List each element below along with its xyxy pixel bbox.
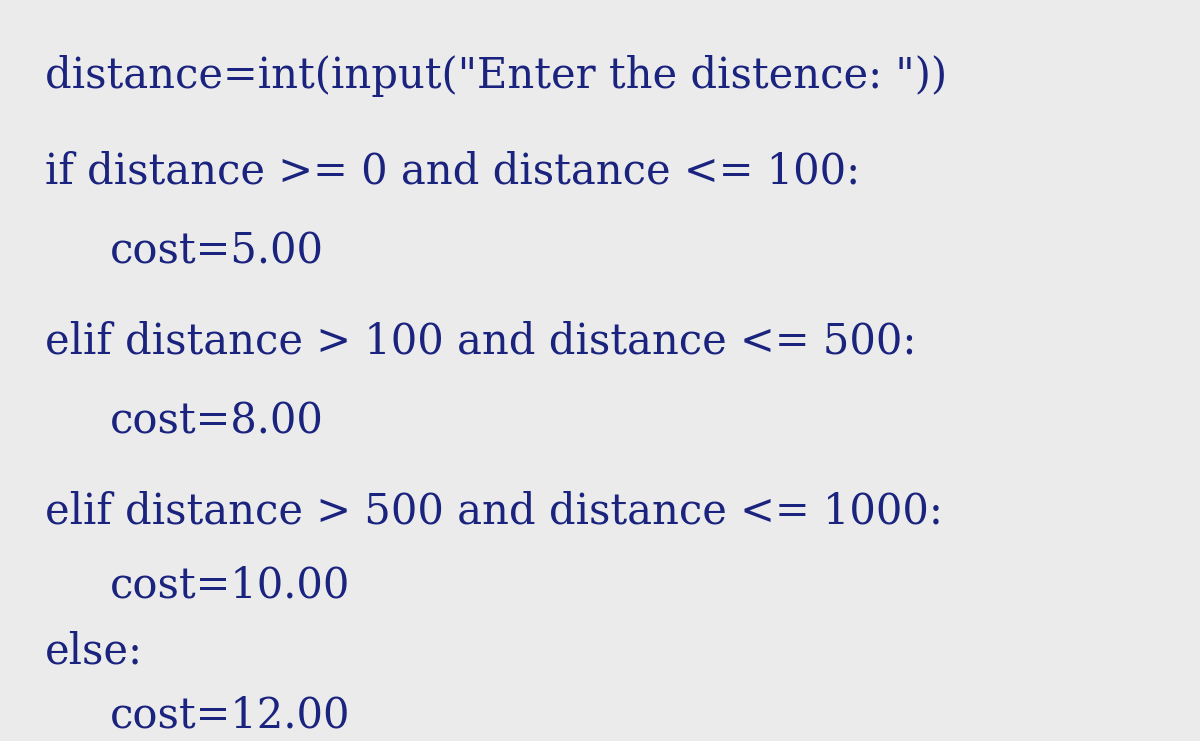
Text: distance=int(input("Enter the distence: ")): distance=int(input("Enter the distence: … (46, 55, 947, 97)
Text: if distance >= 0 and distance <= 100:: if distance >= 0 and distance <= 100: (46, 150, 860, 192)
Text: elif distance > 100 and distance <= 500:: elif distance > 100 and distance <= 500: (46, 320, 917, 362)
Text: cost=10.00: cost=10.00 (110, 565, 350, 607)
Text: else:: else: (46, 630, 143, 672)
Text: cost=8.00: cost=8.00 (110, 400, 324, 442)
Text: cost=5.00: cost=5.00 (110, 230, 324, 272)
Text: cost=12.00: cost=12.00 (110, 695, 350, 737)
Text: elif distance > 500 and distance <= 1000:: elif distance > 500 and distance <= 1000… (46, 490, 943, 532)
